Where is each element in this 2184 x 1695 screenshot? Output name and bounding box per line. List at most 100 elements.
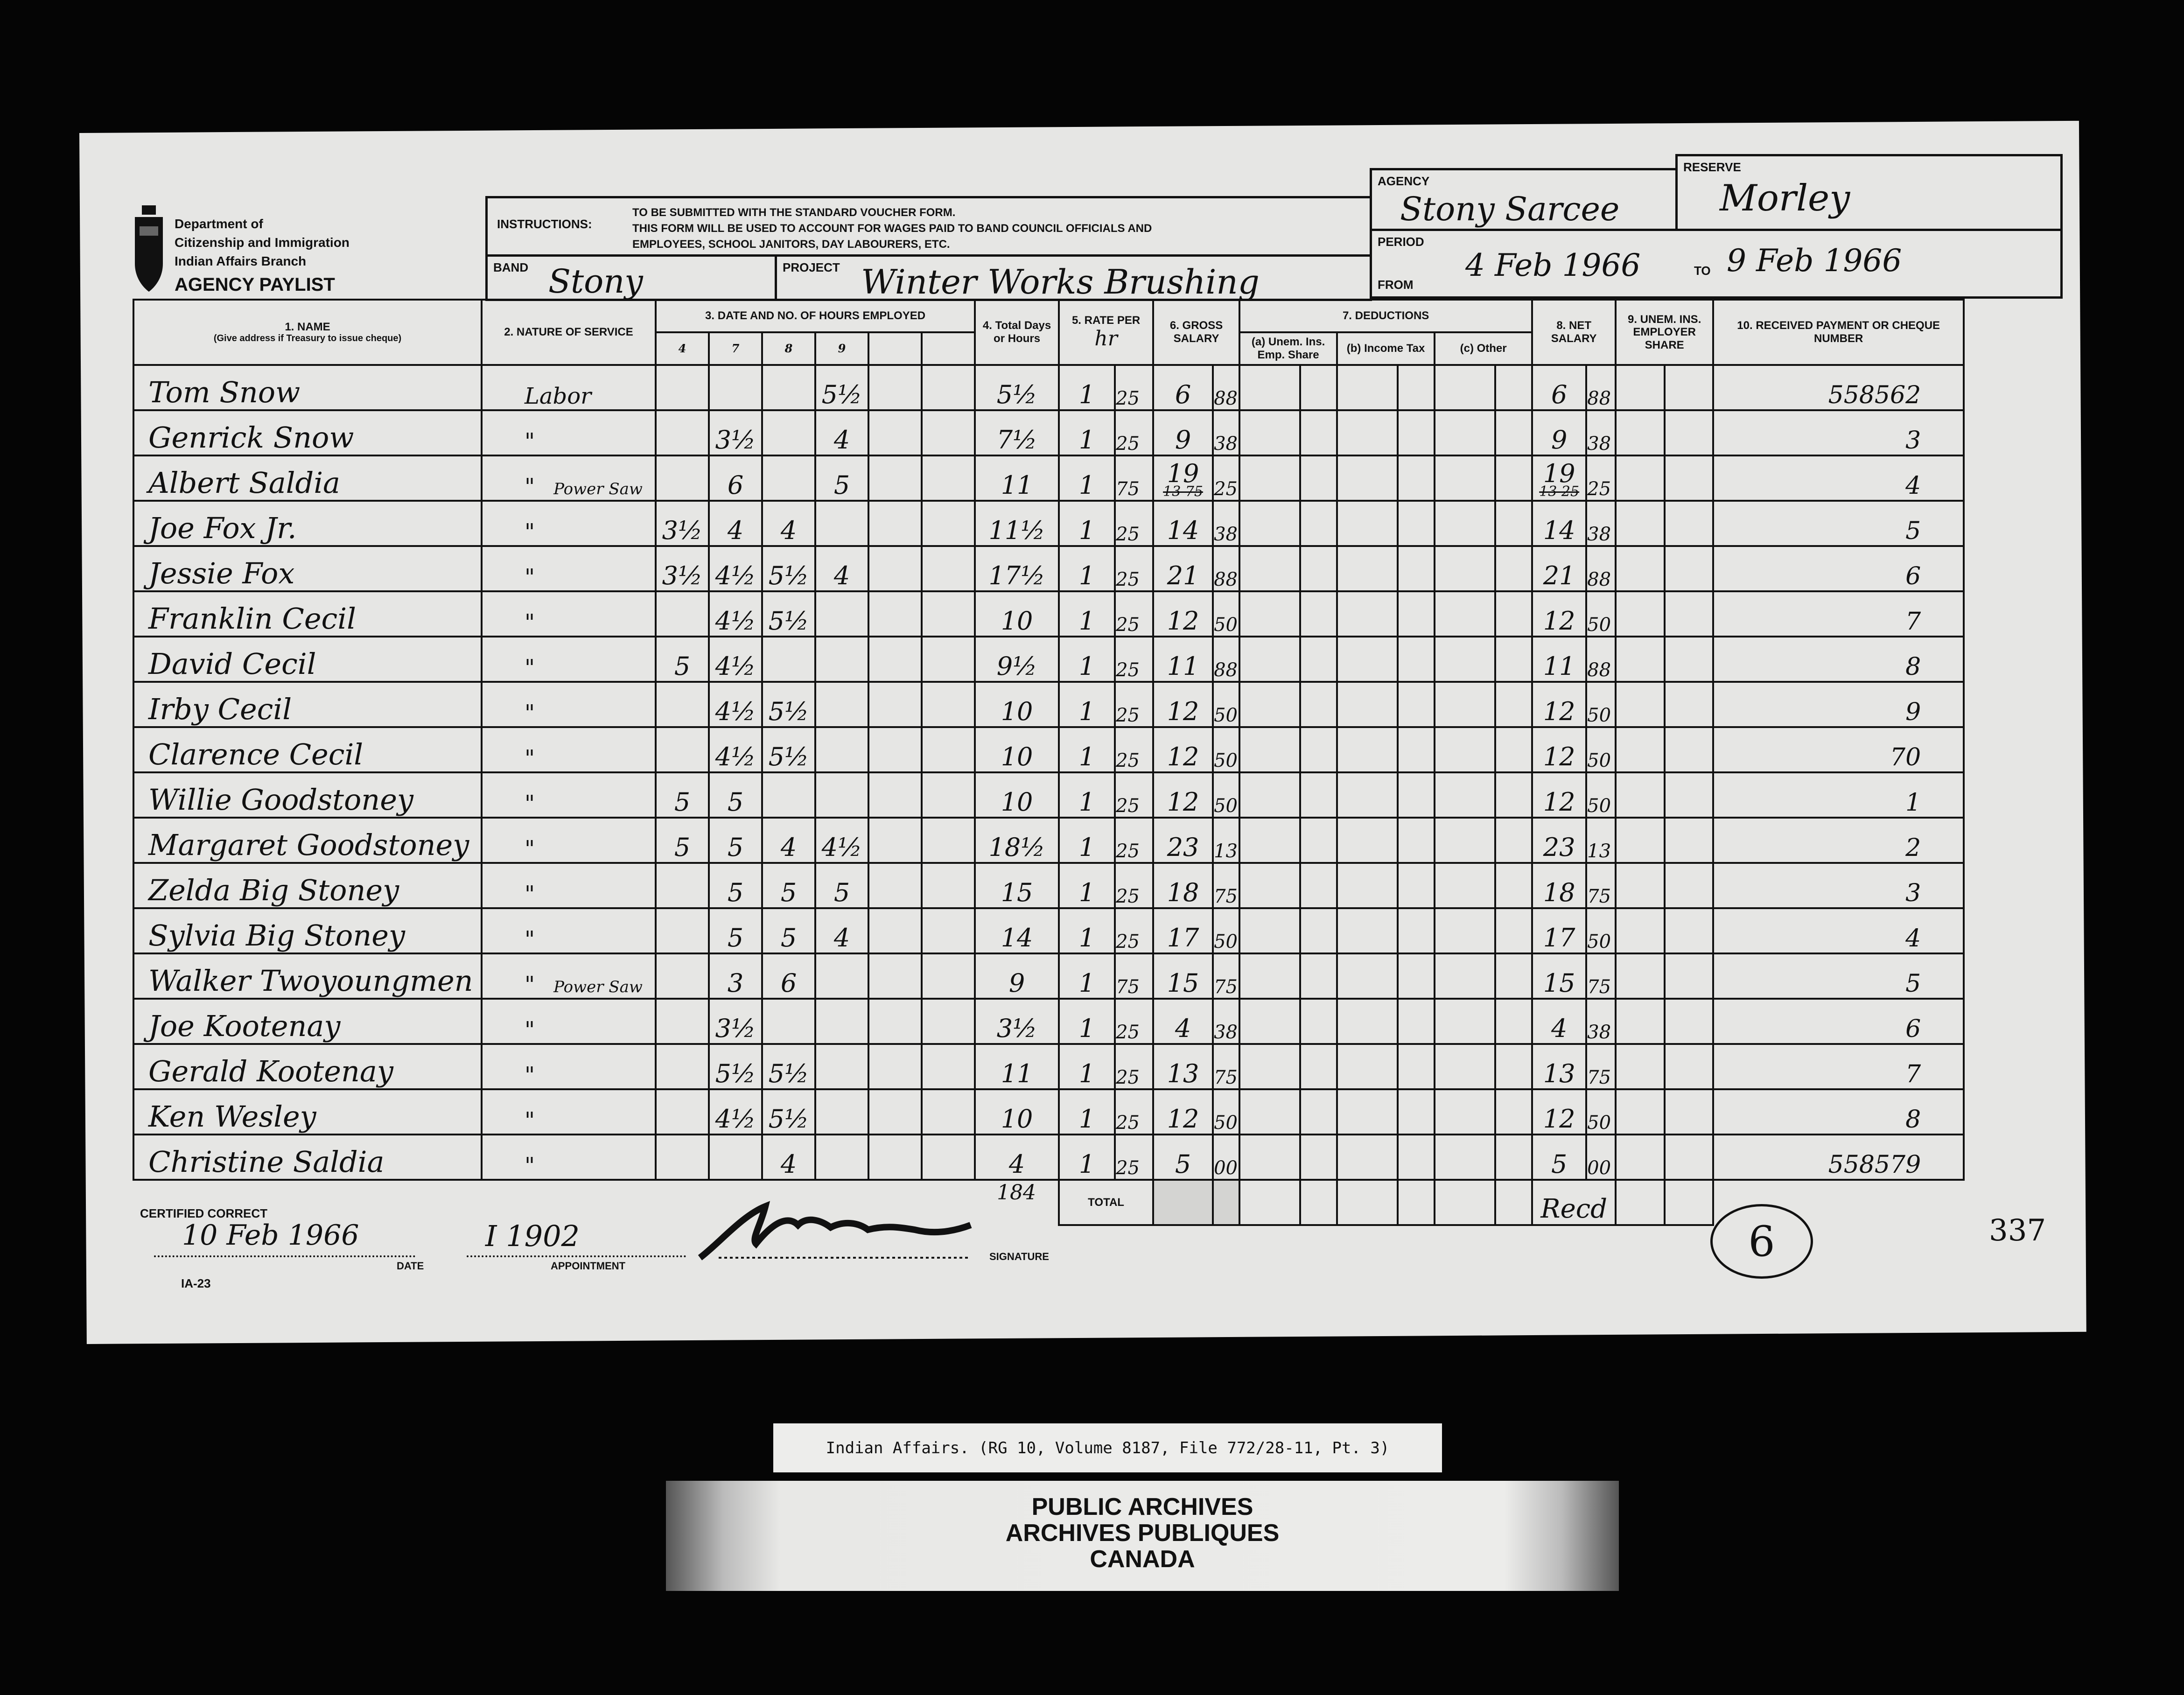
net-cents: 50	[1585, 1088, 1617, 1135]
gross-cents: 88	[1212, 545, 1241, 592]
service-value: "	[525, 428, 535, 455]
deduction-cell	[1299, 636, 1338, 683]
deduction-cell	[1239, 862, 1302, 909]
hours-cell	[655, 1043, 710, 1090]
rate-unit: hr	[1094, 326, 1118, 350]
deduction-cell	[1336, 500, 1399, 547]
net-dollars: 15	[1531, 953, 1588, 1000]
net-dollars-value: 12	[1543, 787, 1575, 817]
gross-dollars: 5	[1152, 1134, 1214, 1181]
total-hours: 5½	[974, 364, 1060, 411]
cheque-number: 3	[1712, 409, 1965, 456]
hours-cell	[868, 817, 923, 864]
hours-cell: 5½	[761, 545, 816, 592]
deduction-cell	[1299, 726, 1338, 773]
to-label: TO	[1694, 264, 1711, 278]
deduction-cell	[1239, 409, 1302, 456]
cheque-number: 4	[1712, 907, 1965, 954]
deduction-cell	[1397, 1134, 1436, 1181]
col-gross: 6. GROSS SALARY	[1152, 299, 1241, 366]
gross-dollars-value: 9	[1175, 425, 1191, 455]
col-rate: 5. RATE PER hr	[1058, 299, 1155, 366]
deduction-cell	[1434, 726, 1497, 773]
gross-cents: 75	[1212, 953, 1241, 1000]
gross-dollars-value: 21	[1167, 561, 1199, 590]
net-dollars-value: 12	[1543, 606, 1575, 636]
deduction-cell	[1299, 907, 1338, 954]
gross-cents: 88	[1212, 364, 1241, 411]
instructions-label: INSTRUCTIONS:	[497, 217, 592, 231]
unem-employer-share	[1664, 726, 1715, 773]
gross-dollars-value: 12	[1167, 606, 1199, 636]
gross-dollars-value: 11	[1167, 651, 1199, 681]
hours-cell	[761, 771, 816, 819]
band-label: BAND	[493, 260, 529, 274]
total-hours: 10	[974, 1088, 1060, 1135]
hours-cell	[868, 907, 923, 954]
gross-dollars: 14	[1152, 500, 1214, 547]
employee-name: Zelda Big Stoney	[133, 862, 483, 909]
deduction-cell	[1494, 500, 1533, 547]
project-value: Winter Works Brushing	[861, 262, 1260, 301]
total-hours: 7½	[974, 409, 1060, 456]
appointment-label: APPOINTMENT	[551, 1260, 626, 1272]
rate-cents: 25	[1114, 409, 1155, 456]
deduction-cell	[1299, 455, 1338, 502]
nature-of-service: "	[481, 726, 657, 773]
gross-dollars-value: 14	[1167, 516, 1199, 545]
rate-cents: 25	[1114, 545, 1155, 592]
service-value: "	[525, 881, 535, 907]
deduction-cell	[1494, 590, 1533, 637]
hours-cell: 5	[761, 907, 816, 954]
deduction-cell	[1434, 590, 1497, 637]
instruction-line: TO BE SUBMITTED WITH THE STANDARD VOUCHE…	[632, 206, 956, 219]
date-col: 8	[761, 331, 816, 366]
col-dates: 3. DATE AND NO. OF HOURS EMPLOYED	[654, 299, 976, 333]
deduction-cell	[1239, 364, 1302, 411]
agency-value: Stony Sarcee	[1400, 190, 1620, 228]
nature-of-service: "	[481, 1134, 657, 1181]
net-cents: 00	[1585, 1134, 1617, 1181]
deduction-cell	[1434, 771, 1497, 819]
hours-cell	[655, 681, 710, 728]
hours-cell	[814, 953, 869, 1000]
nature-of-service: "	[481, 907, 657, 954]
deduction-cell	[1434, 998, 1497, 1045]
col-name: 1. NAME (Give address if Treasury to issu…	[133, 299, 483, 366]
date-col	[920, 331, 976, 366]
deduction-cell	[1336, 1088, 1399, 1135]
nature-of-service: "	[481, 500, 657, 547]
rate-dollars: 1	[1058, 1043, 1116, 1090]
rate-cents: 25	[1114, 907, 1155, 954]
deduction-cell	[1299, 771, 1338, 819]
rate-cents: 25	[1114, 590, 1155, 637]
employee-name: Irby Cecil	[133, 681, 483, 728]
hours-cell: 4	[814, 545, 869, 592]
hours-cell: 5	[655, 817, 710, 864]
hours-cell	[868, 455, 923, 502]
cheque-number: 558562	[1712, 364, 1965, 411]
deduction-cell	[1239, 771, 1302, 819]
deduction-cell	[1397, 726, 1436, 773]
hours-cell	[920, 998, 976, 1045]
archive-stamp: PUBLIC ARCHIVES ARCHIVES PUBLIQUES CANAD…	[666, 1481, 1619, 1591]
net-dollars-value: 21	[1543, 561, 1575, 590]
unem-employer-share	[1615, 590, 1666, 637]
gross-cents: 00	[1212, 1134, 1241, 1181]
unem-employer-share	[1615, 998, 1666, 1045]
rate-cents: 25	[1114, 1088, 1155, 1135]
gross-dollars: 9	[1152, 409, 1214, 456]
rate-cents: 25	[1114, 862, 1155, 909]
gross-dollars-value: 15	[1167, 968, 1199, 998]
hours-cell	[868, 1043, 923, 1090]
hours-cell: 3½	[655, 545, 710, 592]
hours-cell	[814, 590, 869, 637]
total-hours: 14	[974, 907, 1060, 954]
deduction-cell	[1299, 1043, 1338, 1090]
col-unem: 9. UNEM. INS. EMPLOYER SHARE	[1615, 299, 1715, 366]
net-dollars-value: 13	[1543, 1059, 1575, 1088]
hours-cell: 3	[708, 953, 763, 1000]
department-line: Citizenship and Immigration	[175, 235, 350, 250]
deduction-cell	[1397, 364, 1436, 411]
band-field: BAND Stony	[485, 254, 777, 301]
